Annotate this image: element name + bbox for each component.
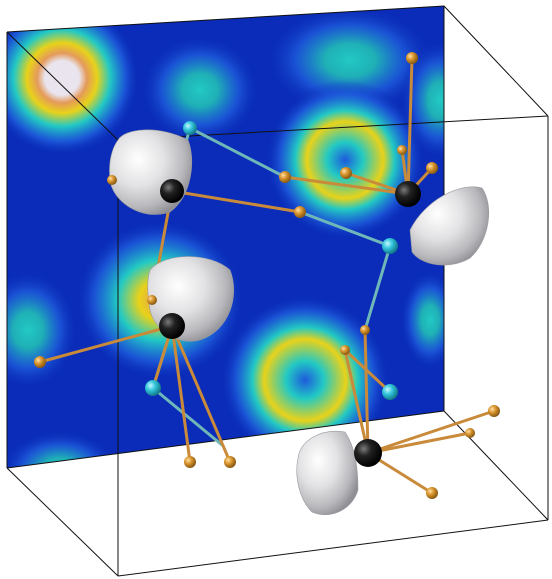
bond-orange: [406, 56, 414, 196]
cell-edge: [6, 467, 119, 577]
atom-orange: [465, 428, 475, 438]
cell-edge: [117, 115, 549, 141]
density-blob: [265, 6, 435, 115]
atom-orange: [397, 145, 407, 155]
bond-orange: [343, 348, 370, 455]
density-blob: [7, 6, 140, 156]
atom-cyan: [382, 238, 398, 254]
bond-orange: [366, 409, 496, 455]
atom-black: [159, 313, 185, 339]
atom-black: [354, 439, 382, 467]
density-blob: [265, 80, 425, 240]
atoms: [34, 52, 500, 499]
isosurface-lobe: [109, 129, 193, 215]
density-blob: [140, 35, 260, 145]
bond-orange: [170, 189, 302, 214]
atom-orange: [488, 405, 500, 417]
bond-orange: [170, 324, 192, 464]
atom-orange: [340, 345, 350, 355]
atom-black: [395, 181, 421, 207]
isosurface-lobe: [296, 430, 359, 516]
bond-orange: [366, 431, 472, 455]
bond-orange: [363, 328, 370, 455]
isosurface-lobe: [409, 186, 490, 266]
density-blob: [400, 270, 444, 370]
cell-edge: [443, 5, 549, 117]
density-slice-plane: [7, 6, 444, 468]
cell-edge: [443, 410, 549, 521]
bond-orange: [170, 324, 232, 464]
atom-orange: [34, 356, 46, 368]
atom-orange: [340, 167, 352, 179]
atom-orange: [224, 456, 236, 468]
density-blob: [220, 295, 390, 465]
cell-edge: [117, 519, 549, 577]
bonds: [38, 56, 496, 495]
atom-orange: [107, 175, 117, 185]
bond-teal: [298, 210, 392, 248]
atom-orange: [147, 295, 157, 305]
bond-orange: [343, 348, 392, 394]
atom-orange: [279, 171, 291, 183]
atom-cyan: [183, 121, 197, 135]
cell-edge: [6, 410, 445, 469]
atom-orange: [426, 487, 438, 499]
bond-orange: [38, 324, 174, 364]
atom-black: [160, 179, 184, 203]
bond-teal: [188, 126, 287, 179]
bond-teal: [283, 175, 410, 196]
unit-cell-back-edges: [6, 5, 549, 577]
atom-orange: [426, 162, 438, 174]
atom-cyan: [145, 380, 161, 396]
cell-edge: [6, 5, 445, 33]
density-blob: [400, 40, 444, 160]
bond-teal: [363, 244, 392, 332]
bond-teal: [151, 386, 224, 447]
atom-orange: [184, 456, 196, 468]
atom-cyan: [382, 384, 398, 400]
cell-edge: [6, 31, 119, 141]
atom-orange: [360, 325, 370, 335]
atom-orange: [294, 206, 306, 218]
density-blob: [7, 430, 120, 468]
atom-orange: [406, 52, 418, 64]
